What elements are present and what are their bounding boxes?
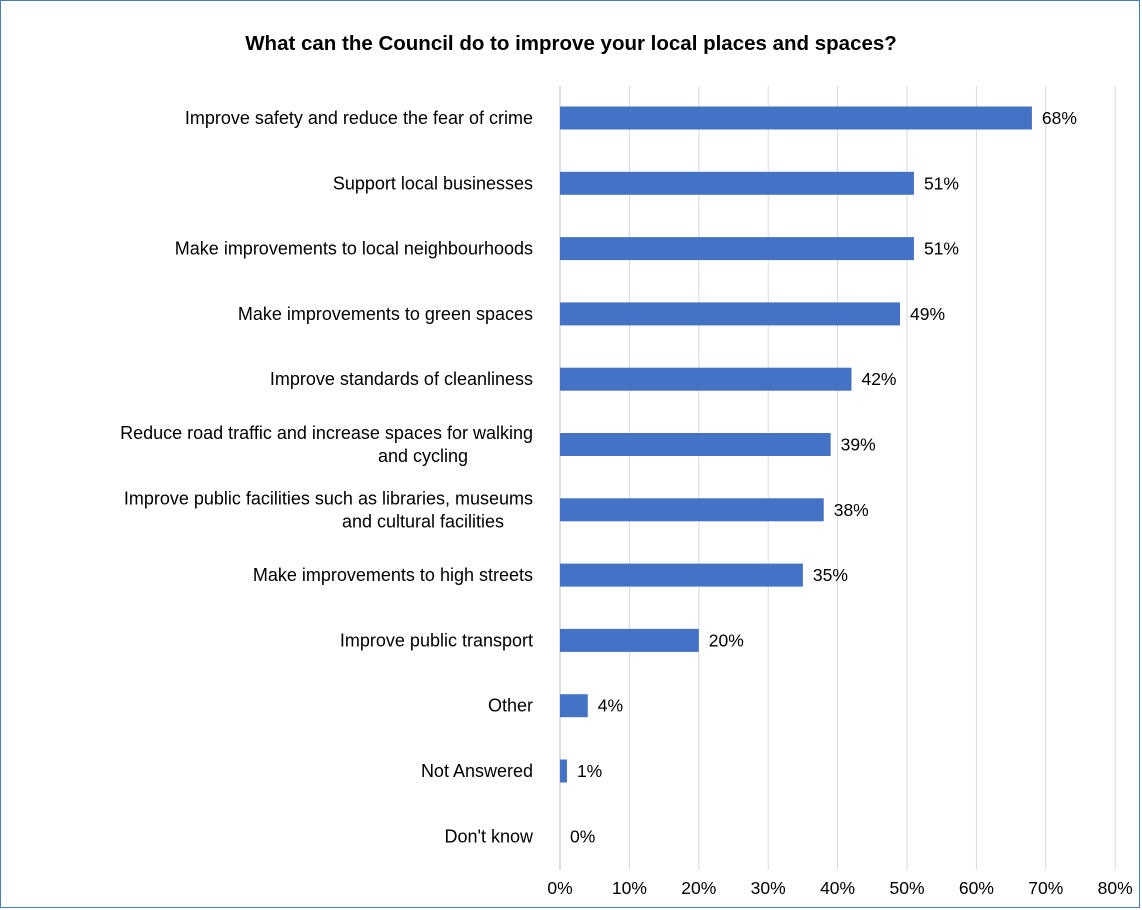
x-tick-label: 10%	[612, 878, 647, 898]
category-label: Make improvements to local neighbourhood…	[175, 239, 533, 259]
x-tick-label: 0%	[547, 878, 572, 898]
x-tick-label: 70%	[1028, 878, 1063, 898]
data-label: 0%	[570, 826, 595, 846]
bar	[560, 302, 901, 326]
x-tick-label: 30%	[751, 878, 786, 898]
x-tick-label: 20%	[681, 878, 716, 898]
category-label: Improve safety and reduce the fear of cr…	[185, 108, 533, 128]
category-label: Not Answered	[421, 761, 533, 781]
bar	[560, 171, 914, 195]
data-label: 49%	[910, 304, 945, 324]
data-label: 35%	[813, 565, 848, 585]
bar	[560, 237, 914, 261]
data-label: 51%	[924, 173, 959, 193]
bar	[560, 563, 803, 587]
category-label: Reduce road traffic and increase spaces …	[120, 423, 533, 466]
category-label: Improve standards of cleanliness	[270, 369, 533, 389]
category-label: Make improvements to green spaces	[238, 304, 533, 324]
x-tick-label: 50%	[889, 878, 924, 898]
category-label: Support local businesses	[333, 173, 533, 193]
bar	[560, 498, 824, 522]
bar	[560, 106, 1032, 130]
category-label: Make improvements to high streets	[253, 565, 533, 585]
category-label: Don't know	[445, 826, 534, 846]
x-tick-label: 40%	[820, 878, 855, 898]
bar	[560, 628, 699, 652]
data-label: 4%	[598, 696, 623, 716]
data-label: 42%	[861, 369, 896, 389]
x-tick-label: 80%	[1098, 878, 1133, 898]
data-label: 20%	[709, 630, 744, 650]
chart-title: What can the Council do to improve your …	[245, 32, 897, 55]
bar	[560, 367, 852, 391]
bar	[560, 759, 567, 783]
x-tick-label: 60%	[959, 878, 994, 898]
data-label: 1%	[577, 761, 602, 781]
data-label: 39%	[841, 435, 876, 455]
category-label: Improve public facilities such as librar…	[124, 488, 533, 531]
bar	[560, 433, 831, 456]
data-label: 68%	[1042, 108, 1077, 128]
category-label: Other	[488, 696, 533, 716]
data-label: 51%	[924, 239, 959, 259]
bar	[560, 694, 588, 718]
category-label: Improve public transport	[340, 630, 533, 650]
data-label: 38%	[834, 500, 869, 520]
